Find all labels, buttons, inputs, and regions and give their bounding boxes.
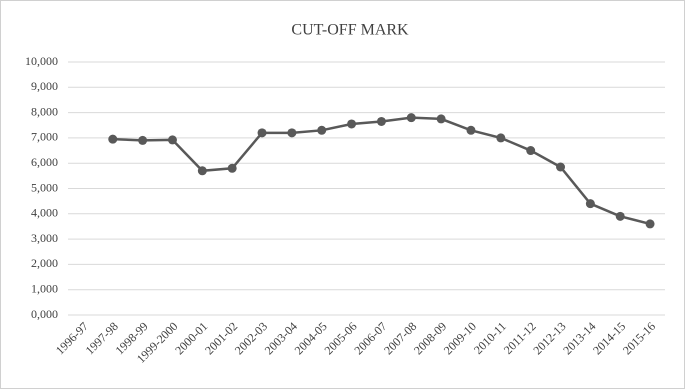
y-tick-label: 4,000 [31,206,58,220]
marker [526,146,536,156]
marker [108,134,118,144]
marker [138,135,148,145]
marker [376,116,386,126]
y-tick-label: 0,000 [31,307,58,321]
y-tick-label: 1,000 [31,281,58,295]
marker [406,113,416,123]
marker [556,162,566,172]
marker [347,119,357,129]
marker [585,199,595,209]
marker [466,125,476,135]
y-tick-label: 9,000 [31,79,58,93]
y-tick-label: 5,000 [31,180,58,194]
marker [257,128,267,138]
y-tick-label: 10,000 [25,54,58,68]
y-tick-label: 8,000 [31,104,58,118]
marker [197,166,207,176]
marker [167,135,177,145]
y-tick-label: 3,000 [31,231,58,245]
marker [645,219,655,229]
marker [317,125,327,135]
marker [496,133,506,143]
y-tick-label: 7,000 [31,130,58,144]
marker [615,211,625,221]
marker [287,128,297,138]
chart-title: CUT-OFF MARK [291,22,409,39]
marker [227,163,237,173]
y-tick-label: 6,000 [31,155,58,169]
y-tick-label: 2,000 [31,256,58,270]
marker [436,114,446,124]
